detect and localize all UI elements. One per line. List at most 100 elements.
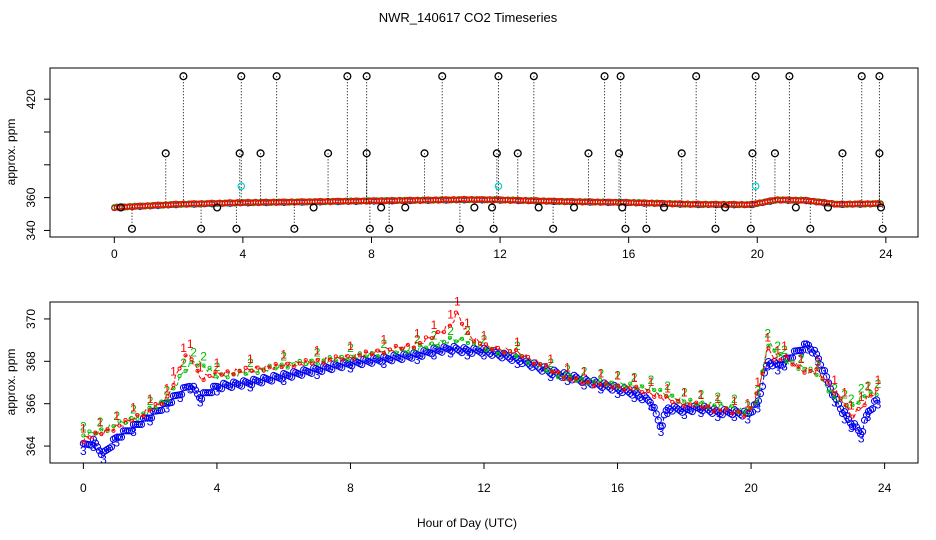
top-flagged-point-near — [659, 203, 669, 212]
bottom-series-label-1: 1 — [347, 339, 354, 353]
bottom-point-series-1 — [682, 404, 687, 409]
bottom-point-series-2 — [483, 348, 489, 353]
bottom-point-series-1 — [255, 365, 260, 370]
bottom-point-series-1 — [646, 389, 651, 394]
bottom-series-label-1: 1 — [113, 409, 120, 423]
top-flagged-point-low — [621, 224, 630, 233]
bottom-series-label-1: 1 — [80, 422, 87, 436]
bottom-point-series-1 — [610, 385, 615, 390]
top-flagged-point-low — [489, 224, 498, 233]
bottom-series-label-3: 3 — [447, 347, 454, 361]
bottom-series-label-3: 3 — [280, 374, 287, 388]
bottom-point-series-1 — [694, 400, 699, 405]
bottom-point-series-1 — [243, 365, 248, 370]
bottom-point-series-1 — [868, 393, 873, 398]
bottom-point-series-1 — [321, 360, 326, 366]
bottom-point-series-1 — [441, 330, 446, 335]
bottom-series-label-3: 3 — [177, 391, 184, 405]
bottom-series-label-3: 3 — [164, 402, 171, 416]
bottom-series-label-2: 2 — [481, 333, 488, 347]
bottom-point-series-3 — [802, 340, 811, 348]
bottom-point-series-1 — [814, 367, 819, 372]
bottom-x-tick-label: 12 — [477, 481, 491, 495]
bottom-point-series-3 — [189, 382, 198, 390]
bottom-point-series-2 — [225, 375, 230, 380]
bottom-series-label-1: 1 — [731, 394, 738, 408]
bottom-series-label-1: 1 — [781, 339, 788, 353]
bottom-point-series-3 — [862, 411, 871, 419]
bottom-point-series-3 — [844, 415, 853, 423]
bottom-point-series-2 — [309, 358, 314, 363]
bottom-y-tick-label: 366 — [24, 393, 38, 413]
bottom-point-series-1 — [93, 430, 98, 435]
bottom-point-series-1 — [447, 323, 453, 328]
bottom-point-series-3 — [846, 419, 855, 427]
bottom-point-series-1 — [712, 409, 717, 414]
bottom-series-label-1: 1 — [214, 356, 221, 370]
top-flagged-point-high — [272, 72, 281, 81]
bottom-point-series-1 — [808, 368, 813, 374]
top-x-tick-label: 12 — [493, 247, 507, 261]
bottom-point-series-3 — [105, 444, 114, 452]
bottom-point-series-3 — [770, 358, 779, 366]
bottom-point-series-3 — [658, 422, 666, 430]
bottom-point-series-1 — [369, 352, 374, 357]
bottom-series-label-3: 3 — [564, 374, 571, 388]
bottom-point-series-2 — [135, 416, 140, 422]
bottom-point-series-3 — [824, 379, 833, 387]
bottom-point-series-1 — [333, 354, 338, 359]
bottom-point-series-1 — [634, 384, 639, 389]
bottom-panel-y-axis: 364 366 368 370 — [24, 309, 51, 456]
top-panel-x-axis: 0 4 8 12 16 20 24 — [111, 236, 893, 261]
bottom-point-series-1 — [574, 375, 579, 380]
bottom-series-label-1: 1 — [714, 392, 721, 406]
bottom-point-series-3 — [820, 367, 829, 375]
bottom-point-series-3 — [871, 397, 879, 405]
bottom-point-series-2 — [495, 351, 501, 356]
bottom-point-series-1 — [820, 376, 825, 381]
bottom-series-label-3: 3 — [754, 402, 761, 416]
bottom-series-label-1: 1 — [280, 348, 287, 362]
bottom-series-label-2: 2 — [731, 392, 738, 406]
bottom-point-series-2 — [345, 357, 350, 363]
top-x-tick-label: 20 — [751, 247, 765, 261]
bottom-y-tick-label: 370 — [24, 309, 38, 329]
bottom-series-label-2: 2 — [247, 356, 254, 370]
bottom-series-label-2: 2 — [598, 367, 605, 381]
bottom-point-series-1 — [754, 391, 759, 396]
bottom-series-label-3: 3 — [714, 410, 721, 424]
bottom-point-series-1 — [273, 361, 278, 367]
bottom-series-label-3: 3 — [698, 406, 705, 420]
bottom-point-series-3 — [135, 420, 144, 429]
bottom-point-series-2 — [417, 343, 422, 348]
bottom-point-series-2 — [459, 336, 465, 341]
bottom-point-series-1 — [616, 383, 621, 388]
bottom-x-tick-label: 8 — [347, 481, 354, 495]
top-flagged-point-low — [455, 224, 464, 233]
top-flagged-point-near — [309, 203, 318, 212]
bottom-point-series-1 — [279, 365, 284, 370]
bottom-series-label-1: 1 — [764, 331, 771, 345]
bottom-series-label-3: 3 — [648, 400, 655, 414]
bottom-series-label-1: 1 — [648, 375, 655, 389]
bottom-series-label-3: 3 — [197, 395, 204, 409]
bottom-series-label-2: 2 — [564, 362, 571, 376]
bottom-point-series-1 — [231, 372, 236, 377]
bottom-point-series-2 — [327, 355, 332, 360]
bottom-series-label-3: 3 — [631, 391, 638, 405]
bottom-point-series-3 — [560, 369, 568, 377]
bottom-series-label-2: 2 — [130, 403, 137, 417]
bottom-series-label-3: 3 — [865, 410, 872, 424]
bottom-series-label-2: 2 — [97, 415, 104, 429]
bottom-point-series-3 — [123, 427, 132, 435]
bottom-point-series-1 — [598, 382, 603, 387]
bottom-series-label-2: 2 — [113, 409, 120, 423]
bottom-point-series-2 — [766, 343, 771, 348]
bottom-point-series-2 — [453, 339, 459, 344]
bottom-point-series-1 — [706, 404, 711, 409]
bottom-point-series-3 — [778, 361, 787, 369]
bottom-point-series-1 — [417, 340, 422, 346]
bottom-series-label-1: 1 — [481, 328, 488, 342]
bottom-point-series-1 — [748, 406, 753, 411]
bottom-point-series-2 — [700, 400, 705, 405]
